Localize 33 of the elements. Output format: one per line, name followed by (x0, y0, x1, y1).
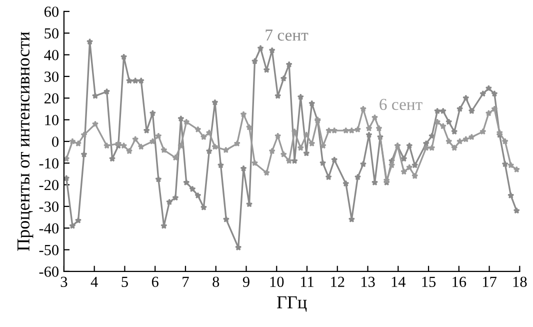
y-tick-label: 40 (44, 50, 59, 60)
x-tick-label: 11 (301, 276, 314, 287)
x-tick-label: 5 (122, 276, 128, 288)
y-tick-label: 30 (44, 72, 59, 82)
x-tick-label: 17 (483, 276, 496, 287)
x-tick-label: 6 (152, 276, 158, 288)
y-tick-label: 60 (44, 6, 59, 17)
x-tick-label: 10 (270, 276, 284, 288)
y-tick-label: -60 (39, 266, 59, 277)
x-tick-label: 3 (60, 276, 68, 288)
x-tick-label: 9 (242, 276, 250, 288)
y-tick-label: -40 (39, 223, 59, 234)
y-tick-label: -10 (39, 158, 59, 169)
x-tick-label: 15 (422, 276, 436, 288)
y-tick-label: 20 (44, 93, 59, 104)
x-tick-label: 18 (513, 276, 527, 288)
x-tick-label: 7 (182, 276, 189, 287)
y-tick-label: -20 (39, 180, 59, 190)
y-tick-label: 50 (44, 28, 59, 39)
x-tick-label: 13 (361, 276, 375, 288)
y-tick-label: 0 (52, 136, 59, 147)
x-tick-label: 16 (452, 276, 466, 288)
y-tick-label: 10 (45, 114, 59, 126)
x-tick-label: 4 (90, 276, 98, 287)
x-axis-title: ГГц (277, 296, 307, 312)
y-tick-label: -50 (39, 244, 59, 256)
series-label: 7 сент (266, 30, 308, 41)
x-tick-label: 8 (212, 276, 220, 288)
y-tick-label: -30 (39, 202, 59, 212)
x-tick-label: 14 (392, 276, 406, 287)
x-tick-label: 12 (331, 276, 344, 287)
y-axis-title: Проценты от интенсивности (18, 32, 34, 251)
series-label: 6 сент (380, 98, 422, 110)
